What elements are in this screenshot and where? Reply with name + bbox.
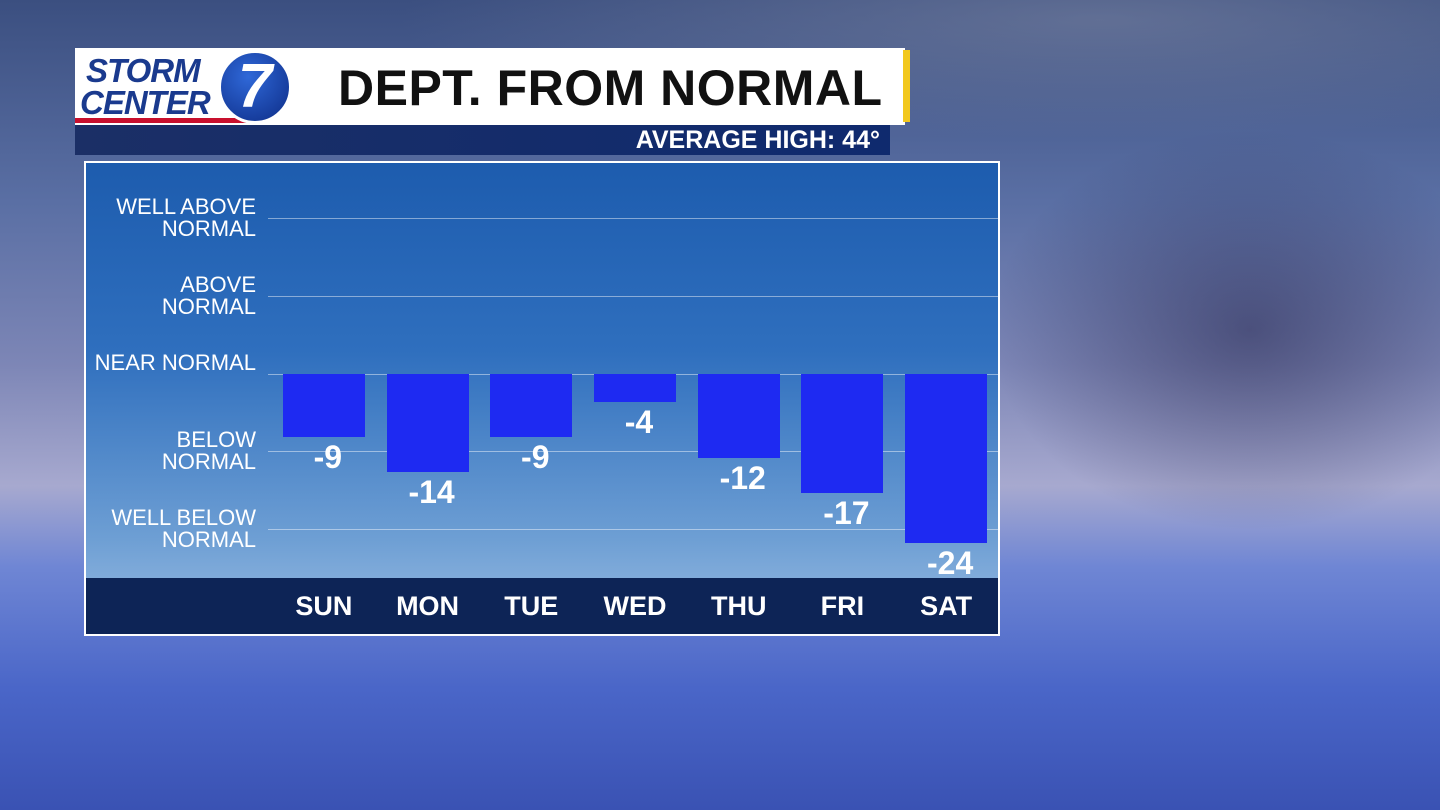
bar xyxy=(490,373,573,437)
grid-line xyxy=(268,451,998,453)
logo-text: STORM xyxy=(86,52,201,89)
y-tick-label: NEAR NORMAL xyxy=(94,349,256,375)
grid-line xyxy=(268,528,998,530)
logo-text: CENTER xyxy=(80,84,211,121)
bar xyxy=(386,373,469,473)
x-tick-label: TUE xyxy=(504,591,559,621)
value-label: -24 xyxy=(927,544,974,581)
value-label: -14 xyxy=(408,474,455,511)
accent-strip xyxy=(903,50,910,122)
x-tick-label: FRI xyxy=(820,591,865,621)
y-tick-label: ABOVE NORMAL xyxy=(161,271,256,319)
value-label: -9 xyxy=(521,438,550,475)
value-label: -17 xyxy=(823,495,870,532)
bar xyxy=(282,373,365,437)
bar xyxy=(905,373,988,543)
y-tick-label: BELOW NORMAL xyxy=(161,427,256,475)
subtitle-bar xyxy=(75,125,890,155)
x-tick-label: THU xyxy=(710,591,767,621)
value-label: -4 xyxy=(624,403,654,440)
y-tick-label: WELL BELOW NORMAL xyxy=(111,504,256,552)
bar xyxy=(697,373,780,459)
bar xyxy=(594,373,676,402)
category-band xyxy=(86,578,998,634)
chart-title: DEPT. FROM NORMAL xyxy=(338,60,883,116)
x-tick-label: MON xyxy=(396,591,460,621)
grid-line xyxy=(268,218,998,220)
logo-circle xyxy=(218,50,292,124)
bar xyxy=(801,373,884,494)
y-tick-label: WELL ABOVE NORMAL xyxy=(116,194,256,242)
logo-stripe xyxy=(75,118,255,123)
value-label: -9 xyxy=(313,438,343,475)
x-tick-label: SAT xyxy=(920,591,973,621)
logo-number: 7 xyxy=(237,52,273,121)
x-tick-label: SUN xyxy=(295,591,353,621)
grid-line xyxy=(268,295,998,297)
chart-subtitle: AVERAGE HIGH: 44° xyxy=(635,126,880,154)
x-tick-label: WED xyxy=(603,591,667,621)
value-label: -12 xyxy=(719,460,766,497)
title-bar xyxy=(75,48,905,125)
